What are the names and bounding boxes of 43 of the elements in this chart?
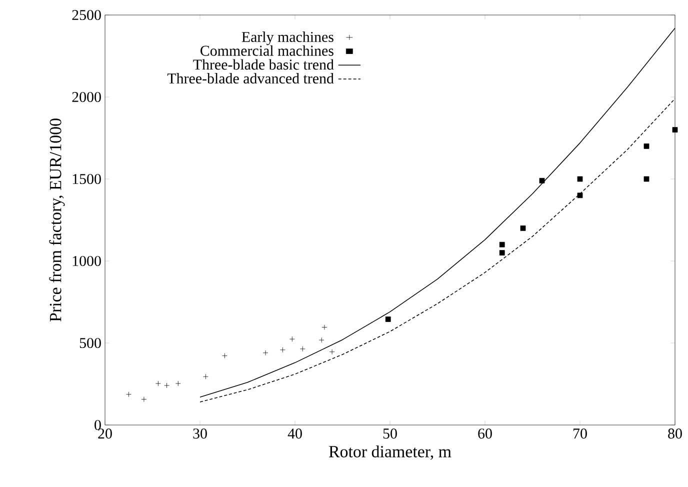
point [329,349,335,355]
point [644,176,650,182]
point [126,392,132,398]
point [385,316,391,322]
point [156,380,161,386]
point [499,250,505,256]
y-tick-label: 1000 [72,256,101,266]
point [577,176,583,182]
x-tick-label: 60 [478,428,492,439]
x-axis-title: Rotor diameter, m [328,445,452,460]
point [262,350,268,356]
point [672,127,678,132]
y-tick-label: 1500 [72,174,101,184]
x-tick-label: 40 [288,428,302,439]
point [577,192,583,198]
point [520,226,526,231]
point [164,382,170,388]
point [203,374,208,380]
point [318,337,324,343]
point [539,178,545,184]
point [222,353,228,358]
point [141,396,147,402]
point [644,144,650,149]
x-tick-label: 80 [668,428,682,439]
x-tick-label: 20 [98,428,112,439]
y-tick-label: 0 [94,420,101,430]
point [175,380,181,386]
legend-label: Three-blade advanced trend [167,73,334,84]
point [289,336,295,342]
point [280,347,286,353]
legend-label: Early machines [242,31,334,46]
y-tick-label: 500 [80,338,101,348]
legend-label: Commercial machines [200,45,334,56]
point [322,324,328,330]
y-tick-label: 2000 [72,92,101,102]
point [499,242,505,248]
y-tick-label: 2500 [72,10,101,20]
legend-label: Three-blade basic trend [193,59,334,70]
y-axis-title: Price from factory, EUR/1000 [49,118,65,322]
x-tick-label: 70 [574,428,587,439]
x-tick-label: 30 [193,428,207,439]
x-tick-label: 50 [383,428,397,439]
point [300,346,306,352]
